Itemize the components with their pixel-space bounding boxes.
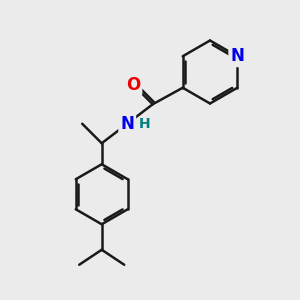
Text: O: O bbox=[126, 76, 140, 94]
Text: N: N bbox=[120, 115, 134, 133]
Text: H: H bbox=[139, 117, 150, 131]
Text: N: N bbox=[230, 47, 244, 65]
